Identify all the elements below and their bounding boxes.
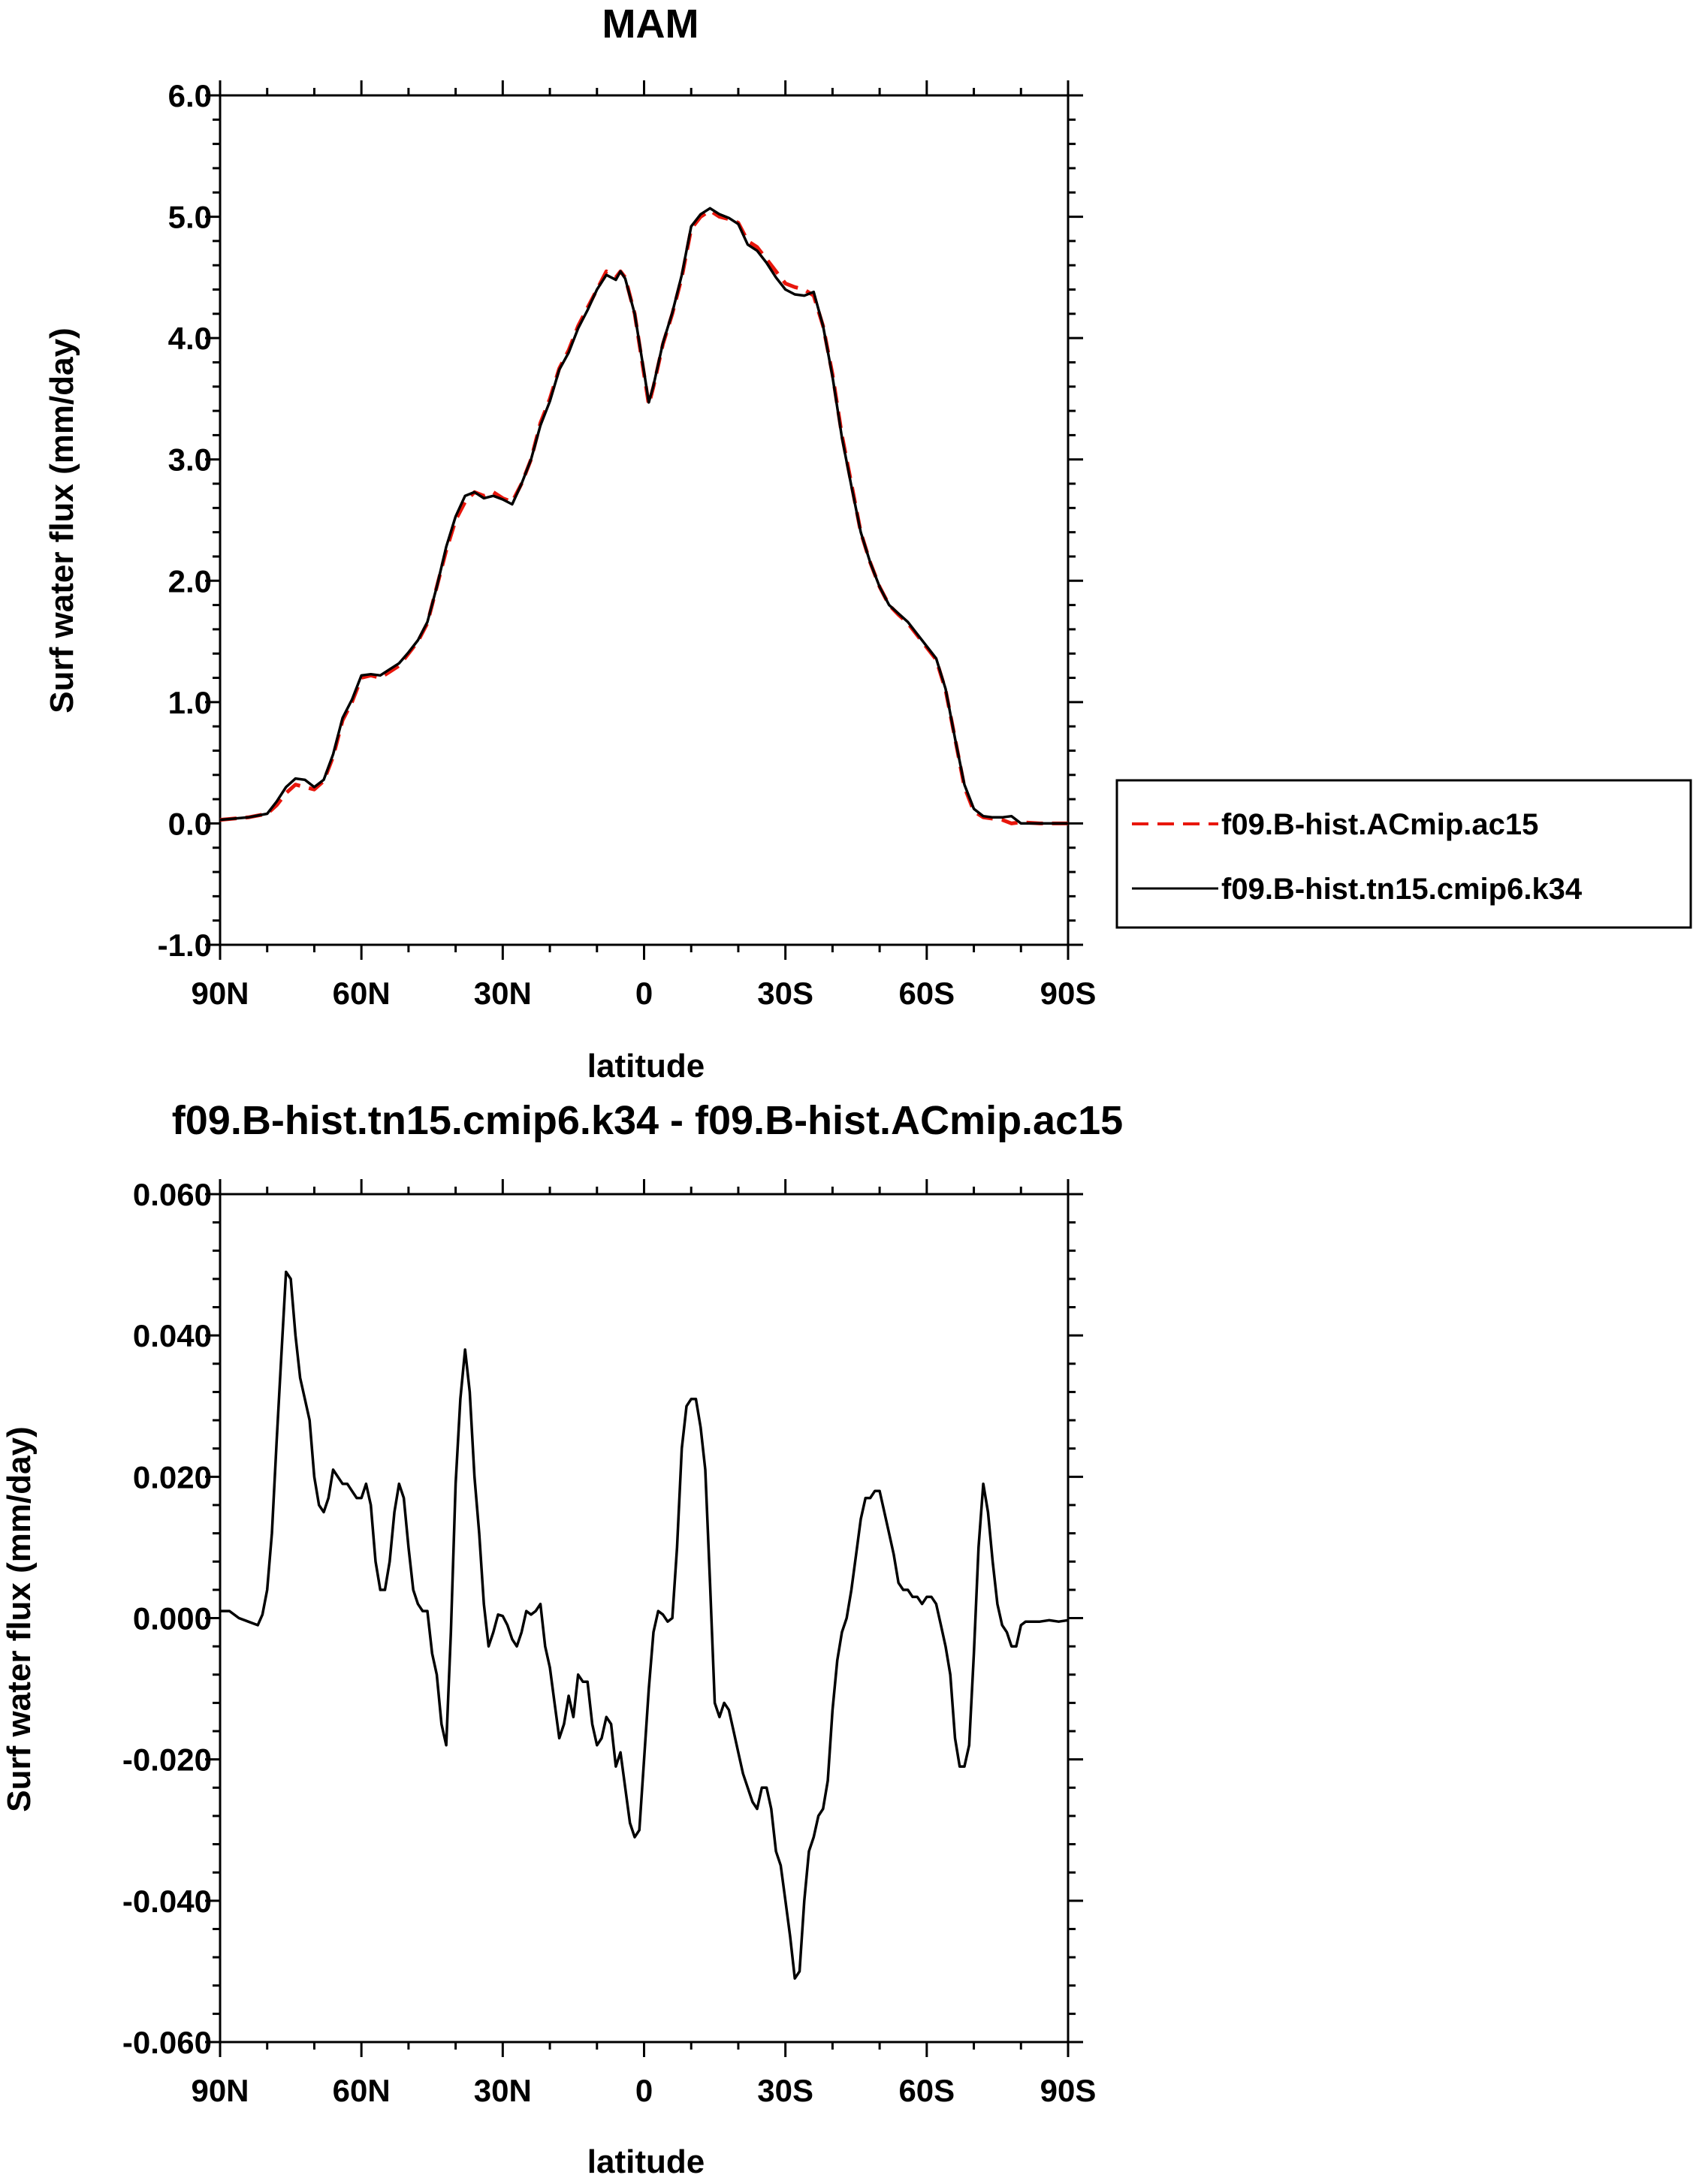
bottom-plot-frame [219,1193,1070,2044]
top-x-tick-label: 90S [1040,976,1097,1011]
bottom-x-axis-label: latitude [587,2143,705,2180]
top-series-line-1 [219,207,1068,825]
bottom-y-tick-label: 0.060 [133,1177,212,1212]
top-x-tick-label: 30N [474,976,532,1011]
top-y-tick-label: 1.0 [168,685,212,720]
bottom-chart-title: f09.B-hist.tn15.cmip6.k34 - f09.B-hist.A… [172,1098,1123,1143]
top-x-axis-label: latitude [587,1048,705,1084]
bottom-y-axis-label: Surf water flux (mm/day) [1,1426,38,1811]
legend-label-ac15: f09.B-hist.ACmip.ac15 [1221,808,1538,841]
bottom-plot: 90N 60N 30N 0 30S 60S 90S -0.060 -0.040 -0.020 0.0… [122,1177,1096,2108]
bottom-y-tick-label: 0.000 [133,1601,212,1636]
bottom-y-tick-label: -0.040 [122,1884,212,1919]
top-x-tick-label: 30S [757,976,813,1011]
bottom-x-tick-label: 0 [635,2073,653,2108]
bottom-y-tick-label: 0.020 [133,1459,212,1495]
bottom-x-tick-label: 60S [898,2073,955,2108]
top-y-tick-label: 0.0 [168,806,212,841]
top-y-axis-label: Surf water flux (mm/day) [44,327,80,713]
legend-label-k34: f09.B-hist.tn15.cmip6.k34 [1221,873,1583,906]
bottom-x-tick-label: 90S [1040,2073,1097,2108]
top-series-line-0 [219,209,1068,825]
bottom-x-tick-label: 60N [333,2073,391,2108]
legend: f09.B-hist.ACmip.ac15 f09.B-hist.tn15.cm… [1115,779,1692,929]
top-plot-frame [219,94,1070,946]
bottom-x-tick-label: 30S [757,2073,813,2108]
top-y-tick-label: 5.0 [168,200,212,235]
legend-box [1115,779,1692,929]
bottom-y-tick-label: 0.040 [133,1318,212,1353]
bottom-y-tick-label: -0.020 [122,1742,212,1778]
top-chart-title: MAM [602,2,699,47]
top-y-tick-label: 6.0 [168,78,212,113]
top-x-tick-label: 90N [191,976,249,1011]
bottom-series-line-0 [220,1270,1069,1980]
top-y-tick-label: 2.0 [168,563,212,599]
top-y-tick-label: 3.0 [168,442,212,478]
top-plot: 90N 60N 30N 0 30S 60S 90S -1.0 0.0 1.0 2.0 3.0 4.0 5.… [158,78,1097,1011]
bottom-y-tick-label: -0.060 [122,2025,212,2060]
top-x-tick-label: 60N [333,976,391,1011]
bottom-x-tick-label: 30N [474,2073,532,2108]
top-x-tick-label: 60S [898,976,955,1011]
top-y-tick-label: 4.0 [168,321,212,356]
top-y-tick-label: -1.0 [158,928,212,963]
bottom-x-tick-label: 90N [191,2073,249,2108]
top-x-tick-label: 0 [635,976,653,1011]
